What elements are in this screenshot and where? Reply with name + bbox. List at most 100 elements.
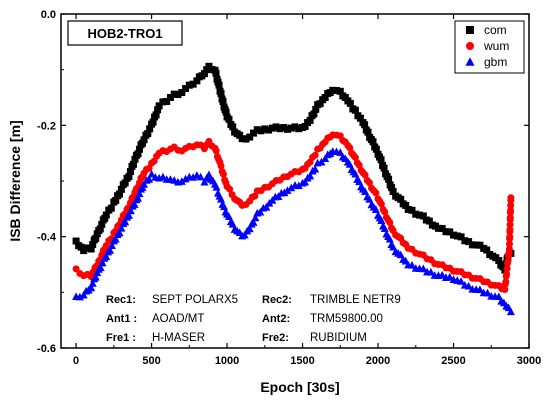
data-point	[111, 235, 120, 243]
data-point	[200, 177, 209, 186]
data-point	[425, 217, 433, 225]
x-tick-label: 0	[73, 355, 79, 367]
data-point	[245, 224, 254, 233]
y-tick-label: -0.6	[37, 343, 56, 355]
data-point	[125, 173, 133, 181]
data-point	[306, 116, 314, 124]
data-point	[92, 234, 100, 242]
data-point	[152, 111, 160, 119]
data-point	[321, 94, 329, 101]
data-point	[185, 81, 193, 89]
data-point	[212, 147, 220, 155]
data-point	[140, 136, 148, 144]
data-point	[220, 202, 229, 211]
data-point	[291, 123, 299, 131]
data-point	[386, 218, 394, 226]
data-point	[115, 228, 124, 237]
data-point	[506, 221, 514, 229]
legend: com wum gbm	[454, 20, 525, 74]
y-tick-label: -0.4	[37, 232, 57, 244]
station-info-annotations: Rec1: SEPT POLARX5 Ant1 : AOAD/MT Fre1 :…	[106, 294, 401, 344]
data-point	[385, 234, 394, 243]
data-point	[215, 81, 223, 89]
data-point	[107, 204, 115, 212]
data-point	[217, 90, 225, 98]
data-point	[351, 154, 359, 162]
data-point	[501, 286, 509, 294]
data-point	[388, 184, 396, 192]
data-point	[310, 110, 318, 118]
data-point	[126, 168, 134, 176]
data-point	[408, 260, 416, 269]
data-point	[503, 270, 511, 278]
x-axis-ticks: 0 500 1000 1500 2000 2500 3000	[73, 14, 541, 367]
rec2-value: TRIMBLE NETR9	[310, 294, 401, 306]
data-point	[251, 213, 260, 222]
data-point	[381, 208, 389, 216]
data-point	[212, 183, 221, 191]
data-point	[181, 174, 190, 183]
data-point	[457, 233, 465, 241]
fre2-value: RUBIDIUM	[310, 332, 367, 344]
data-point	[249, 129, 257, 137]
data-point	[380, 164, 388, 172]
data-point	[464, 281, 473, 290]
data-point	[365, 179, 373, 187]
data-point	[189, 80, 197, 88]
data-point	[445, 272, 454, 281]
data-point	[222, 108, 230, 116]
data-point	[133, 194, 142, 202]
data-point	[355, 161, 363, 169]
data-point	[483, 246, 491, 254]
legend-label-gbm: gbm	[484, 55, 507, 69]
ant1-key: Ant1 :	[106, 313, 137, 325]
data-point	[80, 247, 88, 255]
fre1-value: H-MASER	[152, 332, 205, 344]
rec2-key: Rec2:	[262, 294, 292, 306]
data-point	[200, 70, 208, 78]
legend-label-wum: wum	[483, 39, 509, 53]
data-point	[96, 263, 105, 272]
ant2-key: Ant2:	[262, 313, 290, 325]
y-axis-ticks: -0.6 -0.4 -0.2 0.0	[37, 9, 529, 355]
series-wum	[72, 131, 515, 294]
data-point	[135, 189, 144, 198]
data-point	[189, 173, 198, 181]
data-point	[238, 135, 246, 143]
data-point	[158, 172, 167, 181]
data-point	[483, 288, 492, 297]
data-point	[461, 237, 469, 245]
data-series-layer	[72, 62, 515, 316]
data-point	[397, 195, 405, 203]
station-label-box	[67, 20, 183, 46]
data-point	[159, 98, 167, 106]
data-point	[283, 125, 291, 133]
data-point	[249, 218, 258, 226]
data-point	[136, 145, 144, 153]
data-point	[311, 164, 320, 173]
data-point	[306, 171, 315, 180]
data-point	[262, 202, 271, 211]
data-point	[126, 206, 135, 215]
data-point	[140, 180, 149, 188]
data-point	[196, 172, 205, 181]
data-point	[287, 183, 296, 192]
data-point	[89, 240, 97, 248]
data-point	[416, 211, 424, 219]
data-point	[446, 228, 454, 236]
rec1-key: Rec1:	[106, 294, 136, 306]
data-point	[356, 114, 364, 122]
data-point	[346, 144, 354, 152]
data-point	[131, 155, 139, 163]
station-label: HOB2-TRO1	[87, 26, 162, 41]
data-point	[117, 185, 125, 193]
data-point	[193, 77, 201, 85]
x-tick-label: 500	[142, 355, 160, 367]
data-point	[246, 133, 254, 141]
data-point	[79, 290, 88, 299]
data-point	[276, 125, 284, 133]
data-point	[225, 115, 233, 123]
data-point	[129, 160, 137, 168]
data-point	[283, 186, 292, 194]
data-point	[495, 257, 503, 265]
